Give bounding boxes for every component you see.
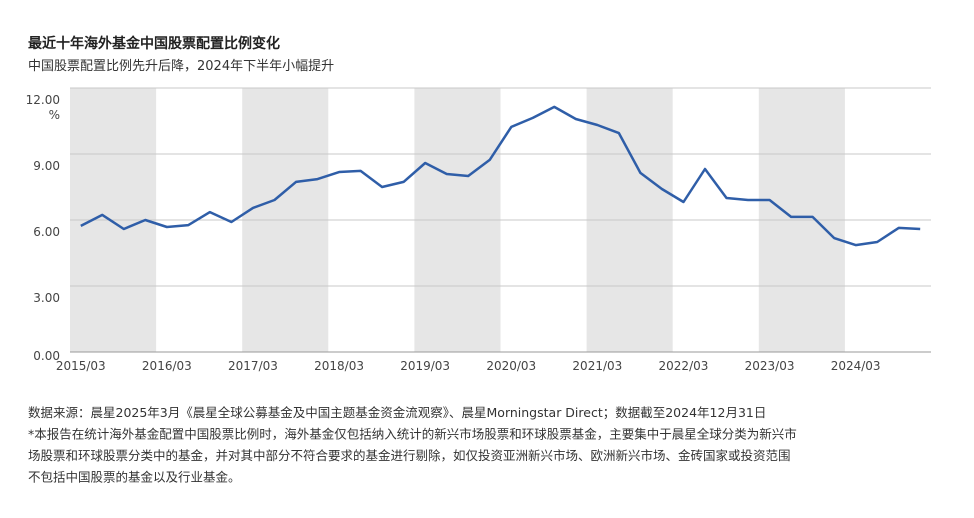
x-tick-label: 2015/03 <box>56 359 106 373</box>
footnote: *本报告在统计海外基金配置中国股票比例时，海外基金仅包括纳入统计的新兴市场股票和… <box>28 427 797 442</box>
footnote: 数据来源：晨星2025年3月《晨星全球公募基金及中国主题基金资金流观察》、晨星M… <box>28 405 766 420</box>
y-tick-label: 6.00 <box>33 225 60 239</box>
x-tick-label: 2020/03 <box>486 359 536 373</box>
x-tick-label: 2016/03 <box>142 359 192 373</box>
y-tick-label: 9.00 <box>33 159 60 173</box>
x-tick-label: 2019/03 <box>400 359 450 373</box>
x-tick-label: 2017/03 <box>228 359 278 373</box>
footnote: 不包括中国股票的基金以及行业基金。 <box>28 470 241 485</box>
chart-title: 最近十年海外基金中国股票配置比例变化 <box>28 35 280 52</box>
x-tick-label: 2024/03 <box>831 359 881 373</box>
y-unit: % <box>49 108 60 122</box>
data-line <box>80 105 921 247</box>
chart-subtitle: 中国股票配置比例先升后降，2024年下半年小幅提升 <box>28 58 334 74</box>
x-tick-label: 2023/03 <box>745 359 795 373</box>
x-tick-label: 2021/03 <box>572 359 622 373</box>
x-tick-label: 2018/03 <box>314 359 364 373</box>
footnote: 场股票和环球股票分类中的基金，并对其中部分不符合要求的基金进行剔除，如仅投资亚洲… <box>28 448 791 463</box>
y-tick-label: 3.00 <box>33 291 60 305</box>
y-tick-label: 0.00 <box>33 349 60 363</box>
x-tick-label: 2022/03 <box>659 359 709 373</box>
y-tick-label: 12.00 <box>26 93 60 107</box>
